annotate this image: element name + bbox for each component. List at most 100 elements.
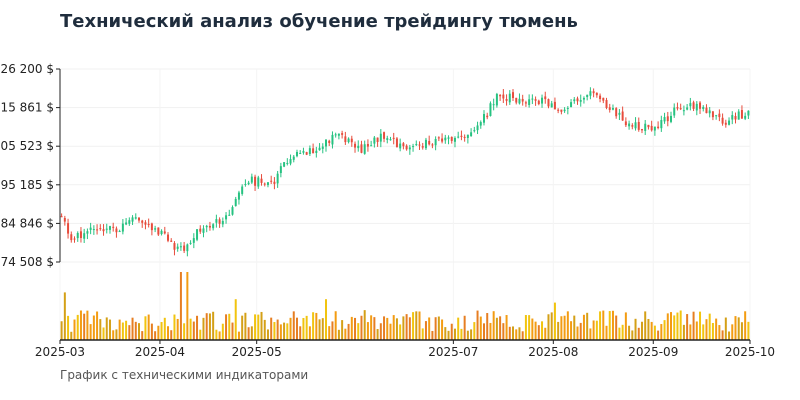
candle-body bbox=[715, 115, 718, 117]
volume-bar bbox=[599, 311, 602, 340]
candle-body bbox=[150, 223, 153, 231]
volume-bar bbox=[73, 319, 76, 340]
candle-body bbox=[192, 238, 195, 243]
volume-bar bbox=[450, 323, 453, 340]
volume-bar bbox=[721, 330, 724, 340]
volume-bar bbox=[521, 331, 524, 340]
candle-body bbox=[115, 228, 118, 233]
candle-body bbox=[170, 240, 173, 242]
volume-bar bbox=[154, 331, 157, 340]
candle-body bbox=[357, 145, 360, 149]
volume-bar bbox=[421, 328, 424, 340]
volume-bar bbox=[537, 325, 540, 340]
volume-bar bbox=[389, 323, 392, 340]
candle-body bbox=[92, 229, 95, 231]
candle-body bbox=[305, 152, 308, 155]
candle-body bbox=[86, 231, 89, 234]
candle-body bbox=[99, 228, 102, 230]
candle-body bbox=[682, 110, 685, 112]
volume-bar bbox=[708, 313, 711, 340]
volume-bar bbox=[637, 327, 640, 340]
volume-bar bbox=[325, 299, 328, 340]
volume-bar bbox=[157, 325, 160, 340]
volume-bar bbox=[647, 318, 650, 340]
candle-body bbox=[389, 139, 392, 141]
candle-body bbox=[234, 198, 237, 207]
candle-body bbox=[434, 138, 437, 146]
volume-bar bbox=[399, 324, 402, 340]
candle-body bbox=[505, 98, 508, 101]
candle-body bbox=[650, 125, 653, 131]
volume-bar bbox=[137, 323, 140, 340]
candle-body bbox=[718, 113, 721, 118]
volume-bar bbox=[357, 323, 360, 340]
candle-body bbox=[573, 99, 576, 102]
volume-bar bbox=[731, 324, 734, 340]
volume-bar bbox=[341, 320, 344, 340]
candle-body bbox=[231, 207, 234, 215]
volume-bar bbox=[711, 322, 714, 340]
volume-bar bbox=[686, 314, 689, 340]
candle-body bbox=[63, 217, 66, 222]
volume-bar bbox=[212, 311, 215, 340]
candle-body bbox=[386, 138, 389, 140]
volume-bar bbox=[408, 317, 411, 340]
volume-bar bbox=[179, 272, 182, 340]
volume-bar bbox=[595, 320, 598, 340]
volume-bar bbox=[502, 323, 505, 340]
date-tick-label: 2025-09 bbox=[628, 345, 678, 359]
candle-body bbox=[363, 144, 366, 154]
volume-bar bbox=[631, 330, 634, 340]
volume-bar bbox=[734, 316, 737, 340]
candle-body bbox=[492, 104, 495, 106]
candle-body bbox=[640, 129, 643, 131]
volume-bar bbox=[67, 315, 70, 340]
candle-body bbox=[631, 125, 634, 127]
candle-body bbox=[147, 223, 150, 225]
volume-bar bbox=[479, 316, 482, 340]
candle-body bbox=[160, 230, 163, 235]
volume-bar bbox=[541, 321, 544, 340]
candle-body bbox=[266, 182, 269, 186]
volume-bar bbox=[447, 330, 450, 340]
volume-bar bbox=[589, 328, 592, 340]
candle-body bbox=[692, 102, 695, 109]
price-axis: 74 508 $ 84 846 $ 95 185 $ 105 523 $ 115 861… bbox=[0, 62, 61, 269]
volume-bar bbox=[141, 331, 144, 340]
candle-body bbox=[241, 186, 244, 194]
candle-body bbox=[744, 115, 747, 119]
volume-bar bbox=[634, 318, 637, 340]
volume-bar bbox=[70, 331, 73, 340]
candle-body bbox=[247, 182, 250, 185]
candle-body bbox=[173, 243, 176, 250]
candle-body bbox=[453, 137, 456, 142]
volume-bar bbox=[466, 330, 469, 340]
volume-bar bbox=[673, 315, 676, 340]
candle-body bbox=[634, 122, 637, 129]
volume-bar bbox=[360, 315, 363, 340]
candle-body bbox=[450, 136, 453, 141]
candle-body bbox=[260, 178, 263, 183]
candle-body bbox=[644, 123, 647, 131]
volume-bar bbox=[373, 317, 376, 340]
volume-bar bbox=[524, 315, 527, 340]
volume-bar bbox=[582, 314, 585, 340]
volume-bar bbox=[405, 314, 408, 340]
candle-body bbox=[731, 115, 734, 120]
candle-body bbox=[376, 137, 379, 142]
candle-body bbox=[605, 100, 608, 108]
candle-body bbox=[508, 93, 511, 103]
volume-bar bbox=[482, 323, 485, 340]
volume-bar bbox=[679, 310, 682, 340]
volume-bar bbox=[283, 322, 286, 340]
volume-bar bbox=[192, 321, 195, 340]
candle-body bbox=[73, 238, 76, 240]
candle-body bbox=[579, 100, 582, 102]
candle-body bbox=[653, 126, 656, 131]
volume-bar bbox=[244, 312, 247, 340]
volume-bar bbox=[605, 325, 608, 340]
candle-body bbox=[125, 222, 128, 225]
volume-bar bbox=[431, 330, 434, 340]
candle-body bbox=[144, 222, 147, 225]
